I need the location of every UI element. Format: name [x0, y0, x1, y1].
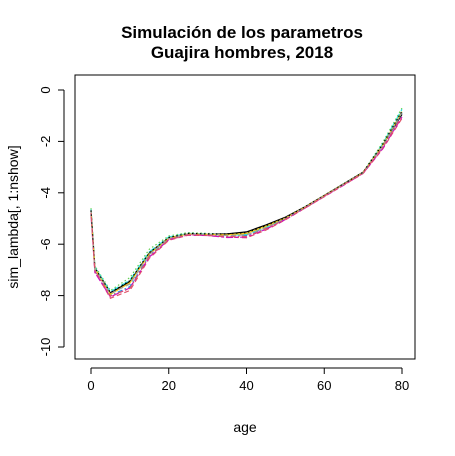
series-line-10 — [90, 115, 403, 297]
x-tick-label: 40 — [239, 378, 253, 393]
chart-title-line-1: Simulación de los parametros — [121, 23, 363, 42]
x-tick-label: 0 — [87, 378, 94, 393]
y-tick-label: -6 — [38, 238, 53, 250]
series-line-6 — [90, 116, 403, 298]
series-line-5 — [90, 109, 403, 293]
x-tick-label: 20 — [162, 378, 176, 393]
series-line-3 — [90, 107, 403, 292]
x-tick-label: 80 — [395, 378, 409, 393]
y-tick-label: -10 — [38, 338, 53, 357]
series-lines — [90, 107, 403, 299]
plot-box — [74, 74, 416, 360]
y-tick-label: -8 — [38, 290, 53, 302]
y-tick-label: -2 — [38, 136, 53, 148]
chart-title-line-2: Guajira hombres, 2018 — [151, 43, 333, 62]
x-axis: 0 20 40 60 80 — [87, 367, 409, 393]
series-line-9 — [90, 110, 403, 294]
x-tick-label: 60 — [317, 378, 331, 393]
y-tick-label: 0 — [38, 86, 53, 93]
x-axis-label: age — [233, 419, 257, 435]
series-line-7 — [90, 111, 403, 296]
y-tick-label: -4 — [38, 187, 53, 199]
y-axis-label: sim_lambda[, 1:nshow] — [5, 145, 21, 288]
series-line-8 — [90, 112, 403, 295]
y-axis: -10 -8 -6 -4 -2 0 — [38, 86, 65, 357]
